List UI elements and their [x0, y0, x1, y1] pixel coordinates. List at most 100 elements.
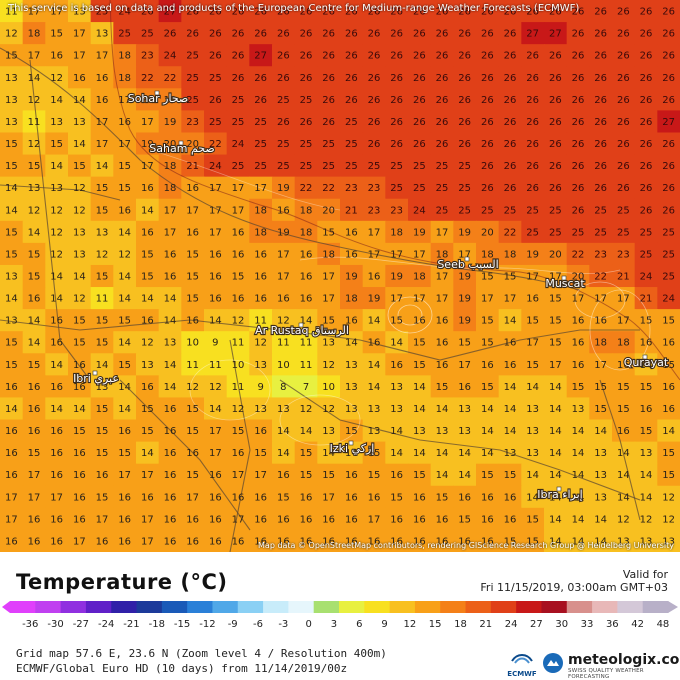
temperature-cell [612, 419, 636, 443]
grid-value: 16 [96, 95, 109, 106]
grid-value: 14 [368, 316, 381, 327]
grid-value: 17 [141, 514, 154, 525]
place-label[interactable]: Seeb السيب [436, 257, 500, 272]
ecmwf-logo[interactable]: ECMWF [504, 650, 540, 678]
grid-value: 26 [481, 95, 494, 106]
grid-value: 26 [436, 73, 449, 84]
grid-value: 16 [300, 294, 313, 305]
grid-value: 14 [5, 404, 18, 415]
temperature-cell [272, 198, 296, 222]
grid-value: 14 [572, 426, 585, 437]
place-label[interactable]: Qurayat [623, 355, 670, 370]
grid-value: 10 [322, 382, 335, 393]
grid-value: 26 [232, 51, 245, 62]
temperature-cell [453, 353, 477, 376]
place-label[interactable]: Ar Rustaq الرستاق [254, 323, 350, 338]
grid-value: 14 [436, 404, 449, 415]
temperature-cell [249, 88, 273, 111]
temperature-cell [544, 220, 568, 244]
temperature-cell [22, 507, 46, 531]
grid-value: 16 [209, 514, 222, 525]
grid-value: 12 [254, 338, 267, 349]
grid-value: 16 [118, 117, 131, 128]
temperature-cell [612, 154, 636, 178]
grid-value: 16 [504, 338, 517, 349]
grid-value: 25 [458, 161, 471, 172]
grid-value: 26 [481, 51, 494, 62]
grid-value: 19 [413, 227, 426, 238]
temperature-cell [45, 154, 69, 178]
grid-value: 25 [209, 117, 222, 128]
grid-value: 13 [96, 382, 109, 393]
temperature-cell [68, 0, 92, 23]
grid-value: 11 [232, 338, 245, 349]
temperature-cell [181, 220, 205, 244]
grid-value: 13 [277, 404, 290, 415]
meteologix-logo[interactable]: meteologix.com SWISS QUALITY WEATHER FOR… [542, 650, 680, 680]
grid-value: 17 [186, 492, 199, 503]
grid-value: 16 [164, 492, 177, 503]
grid-value: 25 [640, 249, 653, 260]
grid-value: 12 [73, 205, 86, 216]
place-label[interactable]: Izki إزكي [329, 441, 376, 456]
temperature-cell [612, 88, 636, 111]
temperature-cell [294, 176, 318, 200]
legend-tick-label: 9 [381, 619, 387, 630]
grid-value: 16 [50, 536, 63, 547]
grid-value: 26 [640, 73, 653, 84]
grid-value: 15 [5, 338, 18, 349]
grid-value: 25 [277, 95, 290, 106]
temperature-cell [385, 419, 409, 443]
grid-value: 26 [594, 51, 607, 62]
temperature-cell [113, 132, 137, 156]
temperature-map[interactable]: 11 17 17 13 25 24 26 27 26 26 26 26 26 26 26 26 26 26 26 26… [0, 0, 680, 552]
grid-value: 26 [254, 95, 267, 106]
grid-value: 18 [390, 227, 403, 238]
temperature-cell [113, 198, 137, 222]
grid-value: 14 [73, 139, 86, 150]
temperature-cell [204, 375, 228, 399]
grid-value: 17 [28, 51, 41, 62]
grid-value: 17 [141, 470, 154, 481]
temperature-cell [68, 44, 92, 67]
temperature-cell [272, 22, 296, 45]
place-label[interactable]: Muscat [544, 276, 586, 291]
grid-value: 14 [390, 338, 403, 349]
grid-value: 26 [322, 7, 335, 18]
grid-value: 15 [186, 470, 199, 481]
map-attribution[interactable]: Map data © OpenStreetMap contributors, r… [258, 541, 674, 550]
temperature-cell [566, 242, 590, 266]
place-label[interactable]: Sohar صحار [127, 91, 190, 106]
grid-value: 15 [141, 272, 154, 283]
place-label[interactable]: Saham صحم [148, 141, 216, 156]
temperature-cell [136, 375, 160, 399]
grid-value: 15 [345, 426, 358, 437]
temperature-cell [90, 22, 114, 45]
grid-value: 26 [345, 7, 358, 18]
place-label[interactable]: Ibra إبراء [536, 487, 584, 502]
legend-tick-label: -36 [22, 619, 38, 630]
grid-value: 13 [526, 426, 539, 437]
temperature-cell [249, 507, 273, 531]
temperature-cell [249, 309, 273, 332]
temperature-cell [317, 353, 341, 376]
temperature-cell [453, 66, 477, 89]
temperature-cell [340, 198, 364, 222]
temperature-cell [204, 441, 228, 465]
temperature-cell [544, 507, 568, 531]
grid-value: 13 [504, 448, 517, 459]
temperature-cell [0, 264, 24, 288]
temperature-cell [476, 242, 500, 266]
grid-value: 16 [73, 514, 86, 525]
place-label[interactable]: Ibri عبري [72, 371, 120, 386]
grid-value: 25 [232, 95, 245, 106]
temperature-cell [181, 375, 205, 399]
grid-value: 26 [368, 51, 381, 62]
grid-value: 17 [28, 7, 41, 18]
temperature-cell [589, 529, 613, 552]
grid-value: 16 [73, 382, 86, 393]
temperature-cell [181, 485, 205, 509]
temperature-cell [544, 441, 568, 465]
grid-value: 23 [368, 183, 381, 194]
coastline [109, 0, 680, 381]
